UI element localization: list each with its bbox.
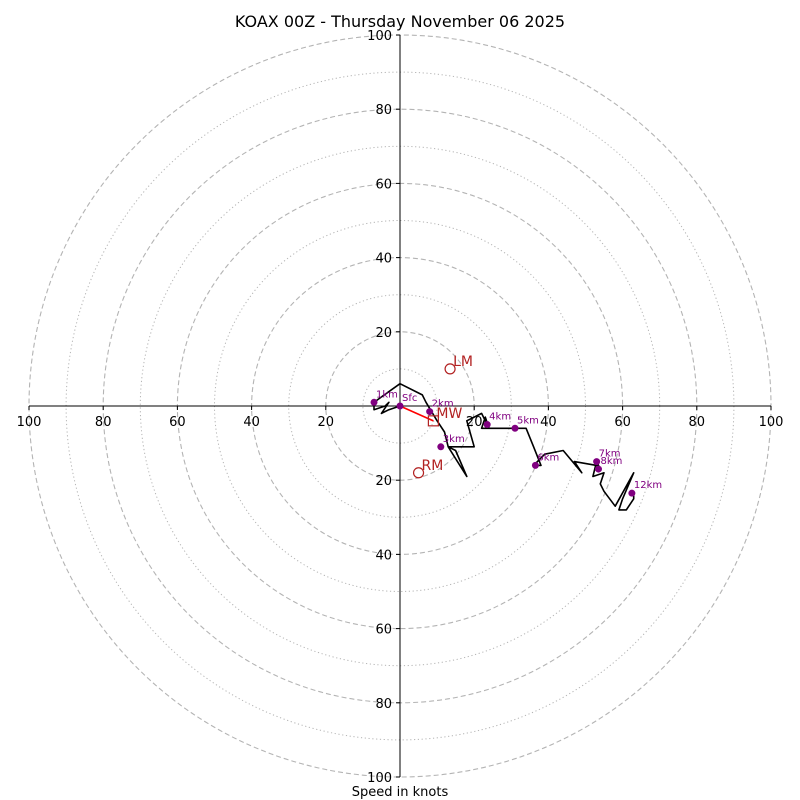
storm-motion-marker-rm [412,467,425,479]
tick-label-top-60: 60 [375,177,392,192]
height-marker-6km [531,461,539,469]
tick-label-top-80: 80 [375,103,392,118]
height-marker-4km [483,421,491,429]
tick-label-top-20: 20 [375,326,392,341]
height-label-7km: 7km [599,449,621,460]
tick-label-right-100: 100 [759,415,784,430]
hodograph-trace [373,382,635,511]
chart-title: KOAX 00Z - Thursday November 06 2025 [235,12,565,31]
height-marker-7km [593,458,601,466]
hodograph-trace-group [373,382,635,511]
height-label-sfc: Sfc [402,393,417,404]
tick-label-right-40: 40 [540,415,557,430]
tick-label-right-60: 60 [614,415,631,430]
storm-motion-markers: LM MW RM [412,354,473,479]
height-label-4km: 4km [489,412,511,423]
height-label-3km: 3km [443,434,465,445]
tick-label-left-40: 40 [243,415,260,430]
height-marker-3km [437,443,445,451]
height-label-5km: 5km [517,415,539,426]
tick-label-bottom-20: 20 [375,474,392,489]
storm-motion-label-mw: MW [436,406,462,422]
height-marker-1km [370,398,378,406]
height-marker-2km [426,408,434,416]
tick-label-left-60: 60 [169,415,186,430]
height-label-6km: 6km [537,452,559,463]
height-marker-5km [511,424,519,432]
tick-label-right-80: 80 [689,415,706,430]
tick-label-top-100: 100 [367,29,392,44]
tick-label-bottom-80: 80 [375,697,392,712]
height-label-8km: 8km [600,456,622,467]
height-marker-12km [628,489,636,497]
tick-label-left-20: 20 [318,415,335,430]
tick-label-bottom-40: 40 [375,548,392,563]
height-marker-sfc [396,402,404,410]
height-label-12km: 12km [634,480,662,491]
storm-motion-marker-lm [444,363,456,375]
storm-motion-label-rm: RM [422,458,444,474]
x-axis-label: Speed in knots [352,785,449,800]
tick-label-top-40: 40 [375,252,392,267]
tick-label-left-80: 80 [95,415,112,430]
height-label-2km: 2km [432,399,454,410]
tick-label-left-100: 100 [17,415,42,430]
height-marker-8km [594,465,602,473]
storm-motion-label-lm: LM [453,354,473,370]
tick-label-bottom-100: 100 [367,771,392,786]
height-label-1km: 1km [376,389,398,400]
storm-motion-marker-mw [427,415,439,427]
tick-label-bottom-60: 60 [375,623,392,638]
